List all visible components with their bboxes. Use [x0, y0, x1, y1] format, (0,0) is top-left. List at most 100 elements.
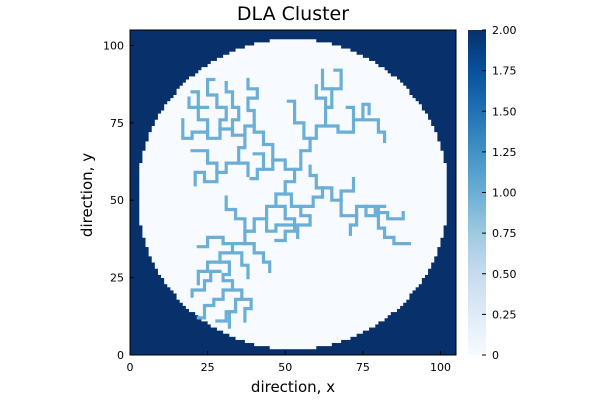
disk-row	[207, 64, 379, 68]
disk-row	[244, 45, 342, 49]
colorbar-gradient	[468, 30, 486, 355]
x-tick-label: 25	[201, 361, 215, 374]
disk-row	[161, 274, 425, 279]
colorbar-tick-label: 1.75	[492, 65, 517, 78]
disk-row	[139, 181, 447, 186]
disk-row	[148, 135, 438, 139]
y-tick-label: 50	[110, 194, 124, 207]
colorbar-tick-label: 1.25	[492, 146, 517, 159]
cluster-branch	[249, 167, 266, 181]
cluster-branch	[348, 214, 359, 236]
colorbar-tick-label: 0.75	[492, 227, 517, 240]
cluster-branch	[193, 161, 241, 187]
cluster-branch	[190, 149, 219, 174]
disk-row	[173, 95, 413, 99]
colorbar-tick-label: 1.50	[492, 105, 517, 118]
x-tick-label: 100	[430, 361, 451, 374]
disk-row	[148, 252, 438, 257]
cluster-branch	[364, 204, 405, 221]
disk-row	[179, 299, 407, 303]
y-tick-label: 25	[110, 272, 124, 285]
disk-row	[139, 184, 447, 189]
x-axis: 0 25 50 75 100	[127, 351, 451, 374]
disk-row	[164, 280, 422, 285]
cluster-branch	[187, 96, 210, 134]
cluster-branch	[330, 68, 343, 91]
y-axis-label: direction, y	[78, 153, 96, 237]
disk-row	[201, 317, 385, 322]
cluster-branch	[283, 68, 334, 196]
disk-row	[154, 122, 432, 127]
disk-row	[154, 262, 432, 266]
disk-row	[139, 209, 447, 214]
colorbar-tick-label: 0.25	[492, 308, 517, 321]
disk-row	[176, 91, 410, 96]
disk-row	[185, 305, 401, 309]
cluster-branch	[314, 84, 334, 109]
disk-row	[145, 147, 441, 152]
y-tick-label: 0	[117, 349, 124, 362]
cluster-branch	[206, 77, 228, 131]
disk-row	[210, 60, 376, 65]
disk-row	[229, 333, 357, 337]
disk-row	[148, 132, 438, 136]
chart-title: DLA Cluster	[237, 3, 349, 25]
cluster-branch	[215, 260, 244, 323]
disk-row	[216, 327, 370, 331]
colorbar-tick-label: 2.00	[492, 24, 517, 37]
disk-row	[229, 51, 357, 56]
disk-row	[182, 82, 404, 87]
disk-row	[145, 237, 441, 241]
disk-row	[139, 206, 447, 210]
cluster-branch	[308, 164, 325, 190]
disk-row	[164, 277, 422, 282]
cluster-branch	[190, 269, 222, 298]
cluster-branch	[376, 204, 387, 218]
x-axis-label: direction, x	[251, 378, 335, 396]
disk-row	[151, 129, 435, 133]
x-tick-label: 50	[278, 361, 292, 374]
disk-row	[139, 163, 447, 167]
disk-row	[235, 336, 351, 340]
x-tick-label: 75	[356, 361, 370, 374]
disk-row	[142, 231, 444, 235]
cluster-branch	[252, 152, 297, 171]
disk-row	[139, 212, 447, 217]
disk-row	[269, 39, 317, 43]
disk-row	[145, 141, 441, 145]
cluster-branch	[196, 235, 235, 249]
disk-row	[235, 48, 351, 53]
disk-row	[269, 345, 317, 350]
colorbar-tick-label: 0	[492, 349, 499, 362]
cluster-branch	[240, 297, 253, 323]
cluster-branch	[227, 310, 238, 329]
y-axis: 0 25 50 75 100	[103, 39, 134, 362]
colorbar-tick-label: 0.50	[492, 268, 517, 281]
disk-row	[148, 249, 438, 254]
disk-row	[223, 54, 363, 59]
cluster-branch	[265, 217, 293, 233]
disk-row	[170, 286, 416, 291]
disk-row	[151, 259, 435, 263]
disk-row	[145, 243, 441, 248]
disk-row	[154, 265, 432, 269]
disk-row	[148, 138, 438, 142]
disk-row	[244, 339, 342, 344]
disk-row	[198, 314, 388, 319]
disk-row	[216, 57, 370, 62]
disk-row	[223, 330, 363, 334]
cluster-branch	[224, 195, 256, 233]
disk-row	[176, 88, 410, 93]
disk-row	[142, 156, 444, 161]
disk-row	[188, 308, 398, 313]
disk-row	[207, 320, 379, 325]
cluster-branch	[237, 133, 250, 178]
disk-row	[176, 293, 410, 297]
disk-row	[148, 246, 438, 251]
cluster-branch	[230, 251, 250, 280]
disk-row	[254, 42, 332, 46]
disk-row	[195, 73, 391, 77]
disk-row	[210, 324, 376, 328]
cluster-branch	[299, 177, 356, 208]
disk-row	[145, 240, 441, 244]
